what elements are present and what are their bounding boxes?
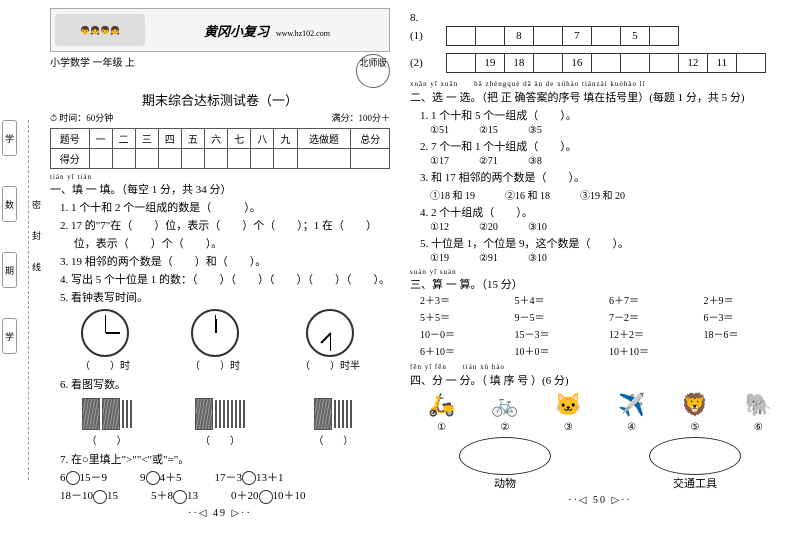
subject-label: 小学数学 一年级 上 [50, 54, 135, 88]
number-grid: 1918161211 [447, 53, 766, 73]
clock-icon [81, 309, 129, 357]
full-score-label: 满分：100分＋ [331, 111, 390, 124]
option: ③10 [528, 253, 547, 264]
question: 4. 2 个十组成（ ）。 [420, 204, 790, 220]
question: 2. 17 的"7"在（ ）位，表示（ ）个（ ）；1 在（ ） [60, 217, 390, 233]
pinyin: suàn yī suàn [410, 268, 790, 276]
category-icon: 🐱 [550, 390, 586, 420]
pinyin: fēn yī fēn tián xù hào [410, 362, 790, 372]
pinyin: xuǎn yī xuǎn bǎ zhèngquè dā àn de xùhào … [410, 79, 790, 89]
option: ③19 和 20 [580, 187, 625, 202]
option: ③8 [528, 156, 542, 167]
question: 位，表示（ ）个（ ）。 [60, 235, 390, 251]
sub-header: 小学数学 一年级 上 北师版 [50, 54, 390, 88]
category-icon: 🚲 [487, 390, 523, 420]
sticks-icon [298, 396, 368, 432]
icon-number: ⑥ [754, 422, 763, 433]
question: 6. 看图写数。 [60, 376, 390, 392]
main-title: 期末综合达标测试卷（一） [50, 90, 390, 109]
right-page: 8. (1) 875 (2) 1918161211 xuǎn yī xuǎn b… [400, 0, 800, 550]
category-oval [649, 437, 741, 475]
option: ①17 [430, 156, 449, 167]
category-oval [459, 437, 551, 475]
option: ②16 和 18 [505, 187, 550, 202]
brand-title: 黄冈小复习 [204, 24, 269, 39]
side-tab: 数 [2, 186, 17, 222]
clock-icon [306, 309, 354, 357]
category-icon: 🛵 [424, 390, 460, 420]
question: 2. 7 个一和 1 个十组成（ ）。 [420, 138, 790, 154]
icon-number: ② [501, 422, 510, 433]
compare-row: 18－1015 5＋813 0＋2010＋10 [60, 487, 390, 503]
question: 3. 和 17 相邻的两个数是（ ）。 [420, 169, 790, 185]
section-title: 三、算 一 算。（15 分） [410, 276, 790, 292]
question: 4. 写出 5 个十位是 1 的数：（ ）（ ）（ ）（ ）（ ）。 [60, 271, 390, 287]
option: ③5 [528, 125, 542, 136]
sticks-icon [72, 396, 142, 432]
question: 5. 看钟表写时间。 [60, 289, 390, 305]
side-tabs: 学 数 期 学 [2, 120, 22, 384]
icon-number: ⑤ [690, 422, 699, 433]
cartoon-icon: 👦👧👦👧 [55, 14, 145, 46]
section-title: 四、分 一 分。（ 填 序 号 ）(6 分) [410, 372, 790, 388]
compare-row: 615－9 94＋5 17－313＋1 [60, 469, 390, 485]
icon-number: ③ [564, 422, 573, 433]
icon-number: ④ [627, 422, 636, 433]
pinyin: tián yī tián [50, 173, 390, 181]
number-grid: 875 [447, 26, 679, 46]
question-num: 8. [410, 12, 790, 24]
page-number: ··◁ 49 ▷·· [50, 508, 390, 519]
category-icon: ✈️ [614, 390, 650, 420]
fold-line [28, 120, 29, 480]
option: ②91 [479, 253, 498, 264]
question: 1. 1 个十和 5 个一组成（ ）。 [420, 107, 790, 123]
fold-labels: 密 封 线 [30, 200, 43, 282]
option: ②15 [479, 125, 498, 136]
side-tab: 期 [2, 252, 17, 288]
edition-badge: 北师版 [356, 54, 390, 88]
question: 3. 19 相邻的两个数是（ ）和（ ）。 [60, 253, 390, 269]
section-title: 一、填 一 填。（每空 1 分，共 34 分） [50, 181, 390, 197]
option: ③10 [528, 222, 547, 233]
option: ①18 和 19 [430, 187, 475, 202]
option: ①51 [430, 125, 449, 136]
question: 5. 十位是 1，个位是 9，这个数是（ ）。 [420, 235, 790, 251]
option: ①12 [430, 222, 449, 233]
question: 7. 在○里填上">""<"或"="。 [60, 451, 390, 467]
option: ②71 [479, 156, 498, 167]
side-tab: 学 [2, 120, 17, 156]
section-title: 二、选 一 选。（把 正 确答案的序号 填在括号里）(每题 1 分，共 5 分) [410, 89, 790, 105]
question: 1. 1 个十和 2 个一组成的数是（ ）。 [60, 199, 390, 215]
calc-grid: 2＋3＝5＋4＝6＋7＝2＋9＝5＋5＝9－5＝7－2＝6－3＝10－0＝15－… [420, 292, 790, 358]
score-table: 题号一二三四五六七八九选做题总分 得分 [50, 128, 390, 169]
option: ①19 [430, 253, 449, 264]
page-number: ··◁ 50 ▷·· [410, 495, 790, 506]
option: ②20 [479, 222, 498, 233]
left-page: 学 数 期 学 密 封 线 👦👧👦👧 黄冈小复习 www.hz102.com 小… [0, 0, 400, 550]
clock-icon [191, 309, 239, 357]
header-box: 👦👧👦👧 黄冈小复习 www.hz102.com [50, 8, 390, 52]
category-icon: 🦁 [677, 390, 713, 420]
sticks-icon [185, 396, 255, 432]
category-icon: 🐘 [740, 390, 776, 420]
time-label: ⏱ 时间：60分钟 [50, 111, 113, 124]
header-url: www.hz102.com [276, 29, 330, 38]
icon-number: ① [437, 422, 446, 433]
side-tab: 学 [2, 318, 17, 354]
